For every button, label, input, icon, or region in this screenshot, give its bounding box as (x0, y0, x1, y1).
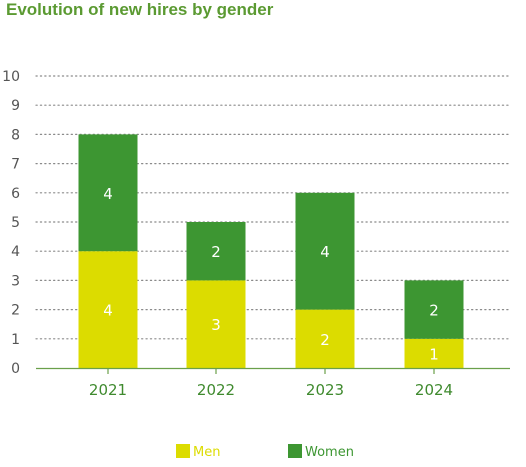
bar-men-2024 (404, 338, 464, 368)
data-label: 4 (103, 302, 113, 320)
y-tick-label: 6 (11, 186, 20, 202)
y-tick-label: 8 (11, 127, 20, 143)
x-tick-label: 2023 (306, 381, 344, 399)
bar-men-2023 (295, 309, 355, 368)
y-tick-label: 0 (11, 361, 20, 377)
data-label: 2 (320, 331, 330, 349)
legend-swatch-men (176, 444, 190, 458)
legend-label-women: Women (305, 445, 354, 460)
bar-men-2022 (186, 280, 246, 368)
legend-swatch-women (288, 444, 302, 458)
y-tick-label: 5 (11, 215, 20, 231)
y-tick-label: 10 (2, 69, 20, 85)
x-tick-label: 2022 (197, 381, 235, 399)
y-tick-label: 2 (11, 303, 20, 319)
y-axis-ticks: 0 1 2 3 4 5 6 7 8 9 10 (2, 69, 20, 377)
bar-women-2022 (186, 222, 246, 281)
legend-label-men: Men (193, 445, 220, 460)
y-tick-label: 1 (11, 332, 20, 348)
legend: Men Women (176, 444, 354, 460)
y-tick-label: 9 (11, 98, 20, 114)
bar-women-2024 (404, 280, 464, 339)
data-label: 3 (211, 316, 221, 334)
bars: 4 4 3 2 2 4 1 2 (78, 134, 464, 368)
data-label: 4 (320, 243, 330, 261)
data-label: 4 (103, 185, 113, 203)
chart-title: Evolution of new hires by gender (6, 0, 274, 19)
y-tick-label: 4 (11, 244, 20, 260)
data-label: 2 (211, 243, 221, 261)
data-label: 2 (429, 302, 439, 320)
x-axis-ticks: 2021 2022 2023 2024 (89, 368, 453, 399)
data-label: 1 (429, 345, 439, 363)
x-tick-label: 2024 (415, 381, 453, 399)
bar-men-2021 (78, 251, 138, 368)
bar-women-2021 (78, 134, 138, 252)
x-tick-label: 2021 (89, 381, 127, 399)
bar-women-2023 (295, 192, 355, 310)
y-tick-label: 3 (11, 273, 20, 289)
y-tick-label: 7 (11, 157, 20, 173)
